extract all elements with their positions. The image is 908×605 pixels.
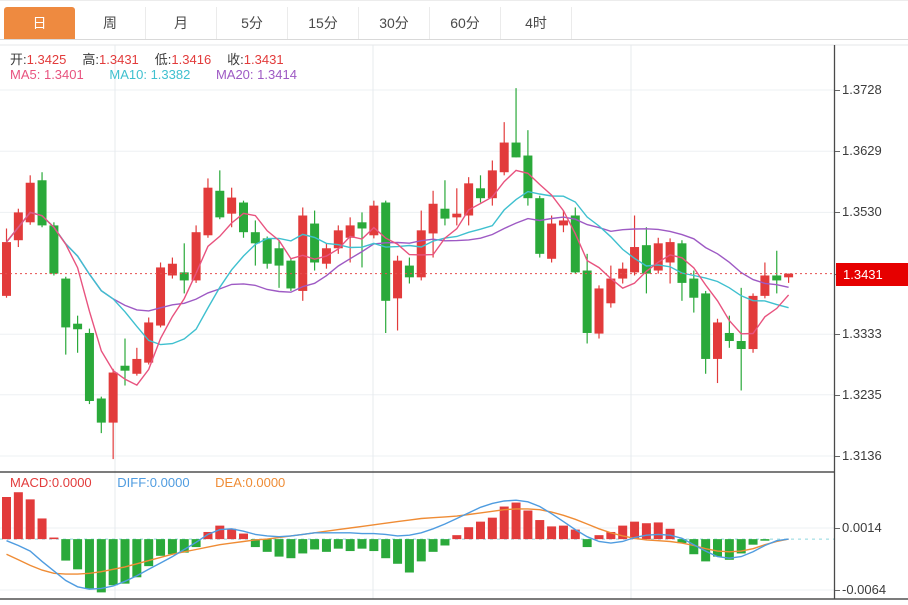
ma-readout: MA5: 1.3401 MA10: 1.3382 MA20: 1.3414 bbox=[10, 67, 319, 82]
axis-tick-label: 1.3235 bbox=[842, 386, 882, 402]
axis-tick-label: 1.3629 bbox=[842, 143, 882, 159]
chart-area: 开:1.3425 高:1.3431 低:1.3416 收:1.3431 MA5: 1.… bbox=[0, 40, 908, 605]
tab-4hour-label: 4时 bbox=[525, 15, 547, 31]
diff-value: 0.0000 bbox=[149, 475, 190, 490]
tab-week-label: 周 bbox=[103, 15, 117, 31]
axis-tick-mark bbox=[835, 151, 840, 153]
current-price-tag: 1.3431 bbox=[836, 262, 908, 286]
timeframe-tabbar: 日 周 月 5分 15分 30分 60分 4时 bbox=[0, 0, 908, 40]
axis-tick-mark bbox=[835, 394, 840, 396]
axis-tick-mark bbox=[835, 212, 840, 214]
ma5-label: MA5: bbox=[10, 67, 41, 82]
axis-tick-label: 1.3333 bbox=[842, 326, 882, 342]
axis-tick-label: 1.3530 bbox=[842, 204, 882, 220]
tab-day[interactable]: 日 bbox=[4, 7, 75, 39]
axis-tick-label: 1.3728 bbox=[842, 82, 882, 97]
close-value: 1.3431 bbox=[243, 52, 284, 67]
dea-value: 0.0000 bbox=[245, 475, 286, 490]
tab-60min[interactable]: 60分 bbox=[430, 7, 501, 39]
diff-label: DIFF: bbox=[117, 475, 150, 490]
axis-tick-mark bbox=[835, 528, 840, 529]
tab-15min-label: 15分 bbox=[308, 15, 338, 31]
axis-tick-label: 0.0014 bbox=[842, 520, 882, 535]
dea-label: DEA: bbox=[215, 475, 246, 490]
close-label: 收: bbox=[227, 52, 244, 67]
high-value: 1.3431 bbox=[99, 52, 139, 67]
ma10-value: 1.3382 bbox=[150, 67, 191, 82]
ma10-label: MA10: bbox=[109, 67, 147, 82]
macd-label: MACD: bbox=[10, 475, 52, 490]
macd-readout: MACD:0.0000 DIFF:0.0000 DEA:0.0000 bbox=[10, 475, 307, 490]
tab-week[interactable]: 周 bbox=[75, 7, 146, 39]
axis-tick-label: -0.0064 bbox=[842, 582, 887, 597]
tab-15min[interactable]: 15分 bbox=[288, 7, 359, 39]
ohlc-readout: 开:1.3425 高:1.3431 低:1.3416 收:1.3431 bbox=[10, 49, 300, 68]
axis-tick-mark bbox=[835, 90, 840, 91]
low-value: 1.3416 bbox=[171, 52, 212, 67]
ma20-label: MA20: bbox=[215, 67, 254, 82]
open-label: 开: bbox=[10, 52, 27, 67]
open-value: 1.3425 bbox=[26, 52, 67, 67]
tab-day-label: 日 bbox=[32, 15, 47, 31]
tab-30min-label: 30分 bbox=[379, 15, 409, 31]
axis-tick-mark bbox=[835, 334, 840, 336]
tab-4hour[interactable]: 4时 bbox=[501, 7, 572, 39]
tab-60min-label: 60分 bbox=[450, 15, 480, 31]
tab-30min[interactable]: 30分 bbox=[359, 7, 430, 39]
tab-month[interactable]: 月 bbox=[146, 7, 217, 39]
tab-5min-label: 5分 bbox=[241, 15, 263, 31]
axis-tick-mark bbox=[835, 456, 840, 457]
candlestick-chart[interactable] bbox=[0, 40, 908, 605]
ma5-value: 1.3401 bbox=[43, 67, 84, 82]
macd-value: 0.0000 bbox=[51, 475, 92, 490]
high-label: 高: bbox=[82, 52, 100, 67]
ma20-value: 1.3414 bbox=[257, 67, 297, 82]
tab-5min[interactable]: 5分 bbox=[217, 7, 288, 39]
axis-tick-label: 1.3136 bbox=[842, 448, 882, 463]
low-label: 低: bbox=[154, 52, 172, 67]
tab-month-label: 月 bbox=[174, 15, 188, 31]
axis-tick-mark bbox=[835, 590, 840, 591]
